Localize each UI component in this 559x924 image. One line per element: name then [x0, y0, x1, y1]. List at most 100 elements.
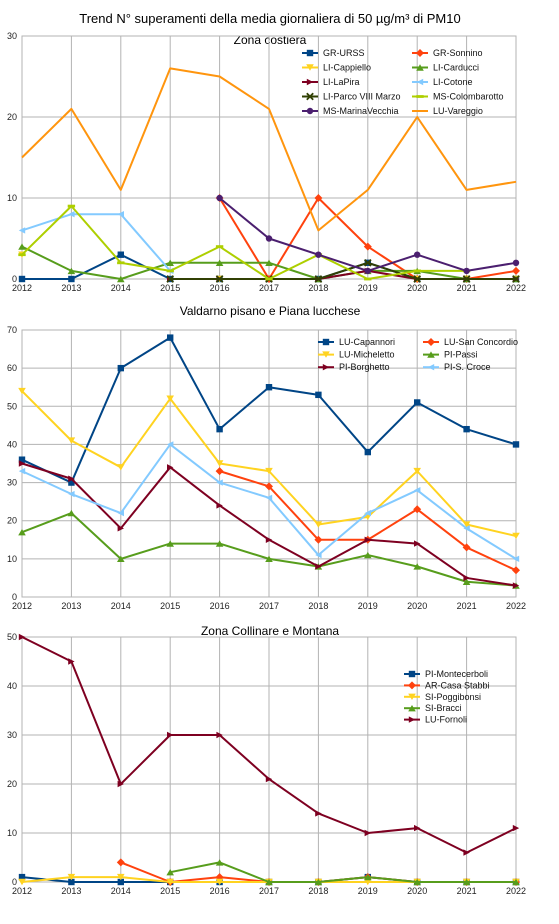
data-point [166, 869, 174, 876]
x-tick-label: 2017 [259, 283, 279, 293]
y-tick-label: 0 [12, 877, 17, 887]
data-point [117, 878, 124, 886]
data-point [216, 502, 223, 509]
data-point [67, 509, 76, 517]
series-line [170, 861, 516, 883]
data-point [364, 277, 372, 281]
data-point [18, 467, 26, 475]
data-point [18, 243, 26, 250]
series-LU-Micheletto [18, 387, 520, 540]
data-point [364, 448, 371, 456]
y-tick-label: 0 [12, 274, 17, 284]
data-point [215, 245, 224, 248]
data-point [216, 479, 223, 486]
legend-item: MS-MarinaVecchia [302, 106, 399, 116]
data-point [215, 859, 224, 866]
series-PI-Passi [18, 509, 520, 589]
chart-panel-1: Zona costiera 0 10 20 30 2012 2013 2014 2015 2016… [7, 31, 526, 293]
data-point [315, 810, 322, 817]
series-LI-Cotone [18, 211, 174, 275]
legend-item: PI-Montecerboli [404, 669, 488, 679]
data-point [512, 824, 520, 832]
data-point [463, 425, 470, 433]
x-tick-label: 2016 [210, 283, 230, 293]
legend-label: LI-Cappiello [323, 63, 371, 73]
legend-marker [408, 716, 416, 723]
data-point [414, 487, 421, 494]
figure-title: Trend N° superamenti della media giornal… [79, 11, 460, 26]
legend-item: AR-Casa Stabbi [404, 680, 490, 690]
data-point [18, 253, 26, 257]
series-line [21, 205, 467, 280]
data-point [68, 658, 75, 665]
data-point [216, 731, 223, 739]
x-tick-label: 2022 [506, 601, 526, 611]
x-tick-label: 2013 [61, 886, 81, 896]
legend-marker [306, 78, 314, 86]
data-point [413, 505, 422, 514]
data-point [364, 878, 372, 886]
data-point [413, 467, 421, 475]
y-tick-label: 60 [7, 363, 17, 373]
data-point [67, 267, 76, 275]
y-tick-label: 20 [7, 516, 17, 526]
data-point [167, 441, 174, 448]
x-tick-label: 2022 [506, 283, 526, 293]
x-tick-label: 2016 [210, 886, 230, 896]
legend-label: MS-Colombarotto [433, 92, 504, 102]
x-tick-label: 2016 [210, 601, 230, 611]
x-tick-label: 2021 [457, 283, 477, 293]
data-point [166, 878, 174, 886]
legend-item: LU-Vareggio [412, 106, 483, 116]
legend-marker [306, 107, 314, 115]
data-point [363, 258, 372, 267]
legend-label: LU-Fornoli [425, 715, 467, 725]
legend-label: PI-S. Croce [444, 362, 491, 372]
data-point [117, 509, 124, 517]
x-tick-label: 2019 [358, 601, 378, 611]
data-point [117, 275, 125, 283]
y-tick-label: 50 [7, 632, 17, 642]
data-point [413, 878, 421, 886]
y-tick-label: 40 [7, 681, 17, 691]
legend-marker [306, 92, 314, 101]
x-tick-label: 2018 [308, 886, 328, 896]
data-point [462, 521, 471, 528]
data-point [462, 878, 471, 886]
data-point [265, 878, 273, 886]
data-point [18, 528, 26, 536]
legend-marker [416, 78, 424, 86]
data-point [364, 267, 371, 275]
data-point [512, 266, 520, 275]
legend-label: AR-Casa Stabbi [425, 680, 490, 690]
data-point [413, 563, 421, 570]
legend-label: GR-Sonnino [433, 48, 483, 58]
data-point [68, 490, 75, 498]
legend-marker [408, 670, 416, 678]
x-tick-label: 2014 [111, 283, 131, 293]
data-point [463, 574, 470, 582]
legend-item: PI-Passi [423, 350, 478, 360]
legend-marker [408, 681, 416, 690]
data-point [215, 275, 224, 283]
data-point [265, 259, 273, 266]
data-point [265, 775, 273, 783]
data-point [363, 242, 372, 251]
legend-item: LI-Carducci [412, 63, 479, 73]
y-tick-label: 30 [7, 730, 17, 740]
data-point [216, 425, 223, 433]
x-tick-label: 2013 [61, 601, 81, 611]
legend-marker [322, 351, 330, 358]
legend-label: PI-Borghetto [339, 362, 390, 372]
data-point [315, 251, 322, 258]
legend-marker [427, 338, 435, 346]
legend-label: LU-Micheletto [339, 350, 395, 360]
data-point [414, 824, 421, 832]
x-tick-label: 2022 [506, 886, 526, 896]
data-point [215, 540, 224, 547]
data-point [364, 829, 371, 837]
series-PI-Borghetto [18, 460, 520, 589]
legend-item: GR-URSS [302, 48, 365, 58]
data-point [512, 878, 520, 886]
